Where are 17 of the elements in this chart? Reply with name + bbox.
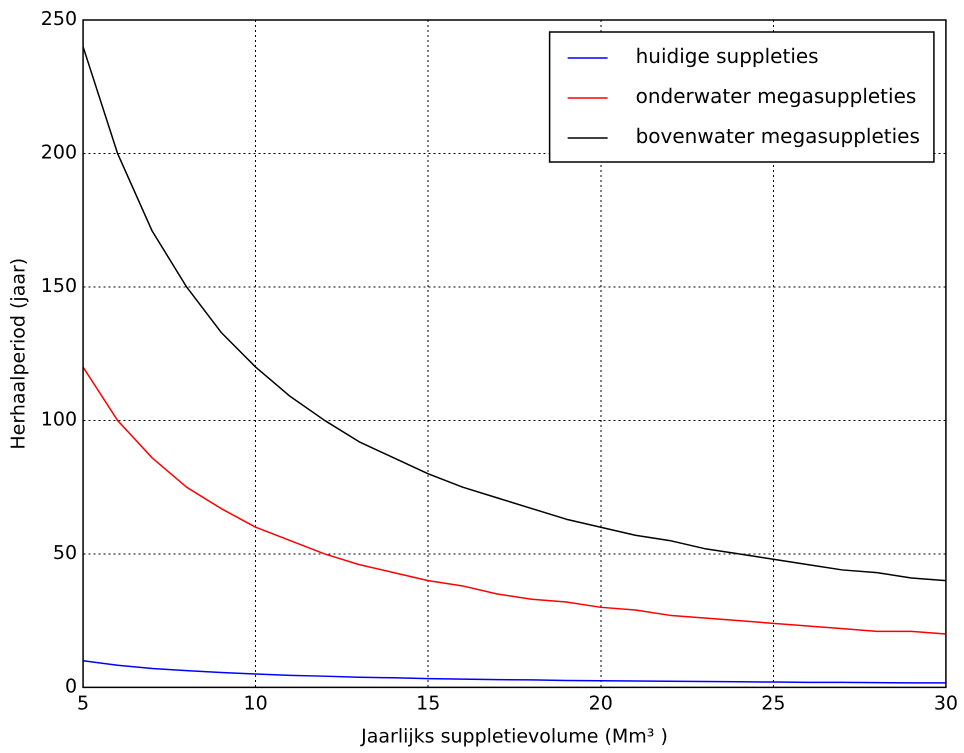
- y-tick-label: 150: [40, 274, 78, 297]
- y-tick-label: 100: [40, 408, 78, 430]
- x-tick-label: 25: [761, 692, 786, 715]
- x-axis-title: Jaarlijks suppletievolume (Mm³ ): [360, 726, 668, 748]
- y-axis-title: Herhaalperiod (jaar): [7, 258, 30, 450]
- legend-label: huidige suppleties: [636, 44, 819, 68]
- x-tick-label: 20: [588, 692, 613, 715]
- y-tick-label: 200: [40, 141, 78, 164]
- x-tick-label: 10: [244, 692, 268, 715]
- x-tick-label: 30: [934, 692, 958, 715]
- y-tick-label: 0: [64, 675, 78, 698]
- legend-label: onderwater megasuppleties: [636, 84, 916, 108]
- y-tick-label: 50: [52, 542, 78, 564]
- x-tick-label: 5: [77, 692, 90, 715]
- legend-label: bovenwater megasuppleties: [636, 124, 920, 148]
- x-tick-label: 15: [416, 692, 440, 715]
- y-tick-label: 250: [40, 8, 78, 30]
